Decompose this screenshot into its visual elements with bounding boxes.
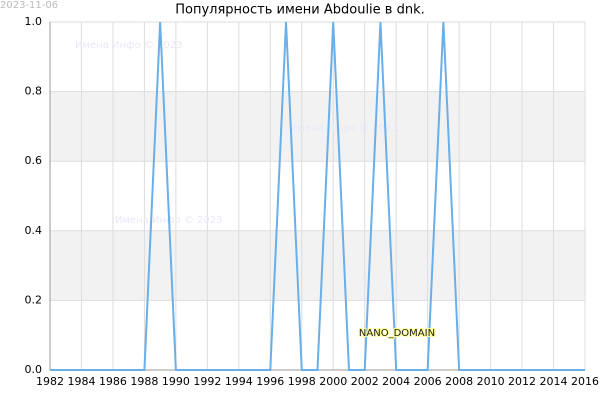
date-stamp: 2023-11-06 [0, 0, 58, 11]
data-line [50, 21, 585, 371]
y-tick-label: 0.6 [25, 154, 43, 167]
plot-background [49, 21, 586, 371]
x-tick-label: 2014 [540, 375, 568, 388]
x-tick-label: 1996 [256, 375, 284, 388]
y-tick-label: 0.4 [25, 224, 43, 237]
x-tick-label: 2008 [445, 375, 473, 388]
x-tick-label: 2010 [477, 375, 505, 388]
y-tick-label: 0.8 [25, 85, 43, 98]
x-tick-label: 2012 [508, 375, 536, 388]
x-tick-label: 1992 [193, 375, 221, 388]
y-tick-label: 0.2 [25, 293, 43, 306]
x-tick-label: 2002 [351, 375, 379, 388]
y-tick-label: 1.0 [25, 15, 43, 28]
grid-band [50, 91, 585, 162]
x-tick-label: 1986 [99, 375, 127, 388]
domain-label: NANO_DOMAIN [359, 328, 435, 339]
x-tick-label: 2000 [319, 375, 347, 388]
x-tick-label: 2016 [571, 375, 599, 388]
x-tick-label: 2004 [382, 375, 410, 388]
x-tick-label: 1998 [288, 375, 316, 388]
x-tick-label: 1982 [36, 375, 64, 388]
chart-title: Популярность имени Abdoulie в dnk. [175, 3, 425, 18]
x-tick-label: 1984 [67, 375, 95, 388]
watermark: Имена Инфо © 2023 [290, 123, 398, 134]
x-tick-label: 1994 [225, 375, 253, 388]
watermark: Имена Инфо © 2023 [75, 40, 183, 51]
x-tick-label: 2006 [414, 375, 442, 388]
x-tick-label: 1990 [162, 375, 190, 388]
x-tick-label: 1988 [130, 375, 158, 388]
y-tick-label: 0.0 [25, 363, 43, 376]
grid-band [50, 230, 585, 301]
